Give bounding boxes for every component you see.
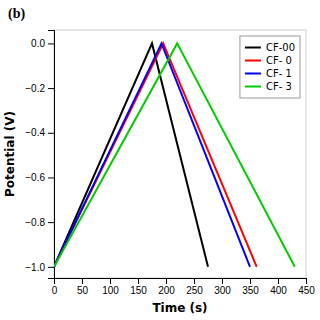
x-tick-label: 300 [214,285,231,296]
y-tick: 0.0 [31,38,54,49]
y-tick: −0.6 [25,172,54,183]
plot-frame [54,30,306,278]
x-tick-label: 450 [298,285,315,296]
y-tick-mark [48,43,54,44]
y-tick-label: −0.8 [25,217,45,228]
x-axis: 0 50 100 150 200 250 300 350 400 450 [52,278,316,296]
series-line [54,43,257,266]
x-tick-label: 150 [130,285,147,296]
legend-swatch [245,60,261,62]
x-tick: 50 [77,278,89,296]
legend-swatch [245,73,261,75]
legend-label: CF- 1 [266,68,292,79]
legend-swatch [245,47,261,49]
x-tick-label: 100 [102,285,119,296]
x-tick: 0 [52,278,58,296]
y-tick: −0.4 [25,127,54,138]
x-tick-mark [250,278,251,284]
legend-label: CF- 3 [266,81,292,92]
y-axis: 0.0 −0.2 −0.4 −0.6 −0.8 −1.0 [25,31,54,279]
chart: 0 50 100 150 200 250 300 350 400 450 0.0 −0.2 −0.4 −0… [0,0,320,320]
y-tick-mark [48,88,54,89]
legend-swatch [245,86,261,88]
y-tick-label: −0.6 [25,172,45,183]
y-tick: −1.0 [25,262,54,273]
x-tick-mark [194,278,195,284]
x-tick: 450 [298,278,315,296]
x-axis-title: Time (s) [152,301,207,315]
y-tick-mark [48,177,54,178]
x-tick: 100 [102,278,119,296]
x-tick-mark [82,278,83,284]
y-tick-mark [48,267,54,268]
x-tick-label: 250 [186,285,203,296]
x-tick: 200 [158,278,175,296]
series-line [54,43,250,266]
x-tick-label: 50 [77,285,89,296]
x-tick: 250 [186,278,203,296]
y-tick-mark [48,222,54,223]
y-axis-line [48,31,55,279]
y-tick-label: −0.2 [25,83,45,94]
x-tick-label: 400 [270,285,287,296]
y-axis-title: Potential (V) [3,111,17,197]
x-tick: 400 [270,278,287,296]
y-tick-label: −0.4 [25,127,45,138]
x-tick: 300 [214,278,231,296]
legend-label: CF- 0 [266,55,292,66]
series-line [54,43,208,266]
x-tick: 150 [130,278,147,296]
y-tick: −0.2 [25,83,54,94]
x-tick-mark [138,278,139,284]
x-tick-label: 200 [158,285,175,296]
y-tick: −0.8 [25,217,54,228]
x-tick-mark [306,278,307,284]
x-axis-line [55,279,307,285]
y-tick-label: −1.0 [25,262,45,273]
x-tick-label: 0 [52,285,58,296]
x-tick-mark [110,278,111,284]
x-tick-mark [166,278,167,284]
legend: CF-00 CF- 0 CF- 1 CF- 3 [240,36,300,98]
x-tick-mark [222,278,223,284]
x-tick-mark [278,278,279,284]
legend-label: CF-00 [266,42,295,53]
y-tick-mark [48,133,54,134]
x-tick: 350 [242,278,259,296]
legend-box [240,36,300,98]
y-tick-label: 0.0 [31,38,45,49]
panel-label: (b) [8,6,25,22]
x-tick-label: 350 [242,285,259,296]
